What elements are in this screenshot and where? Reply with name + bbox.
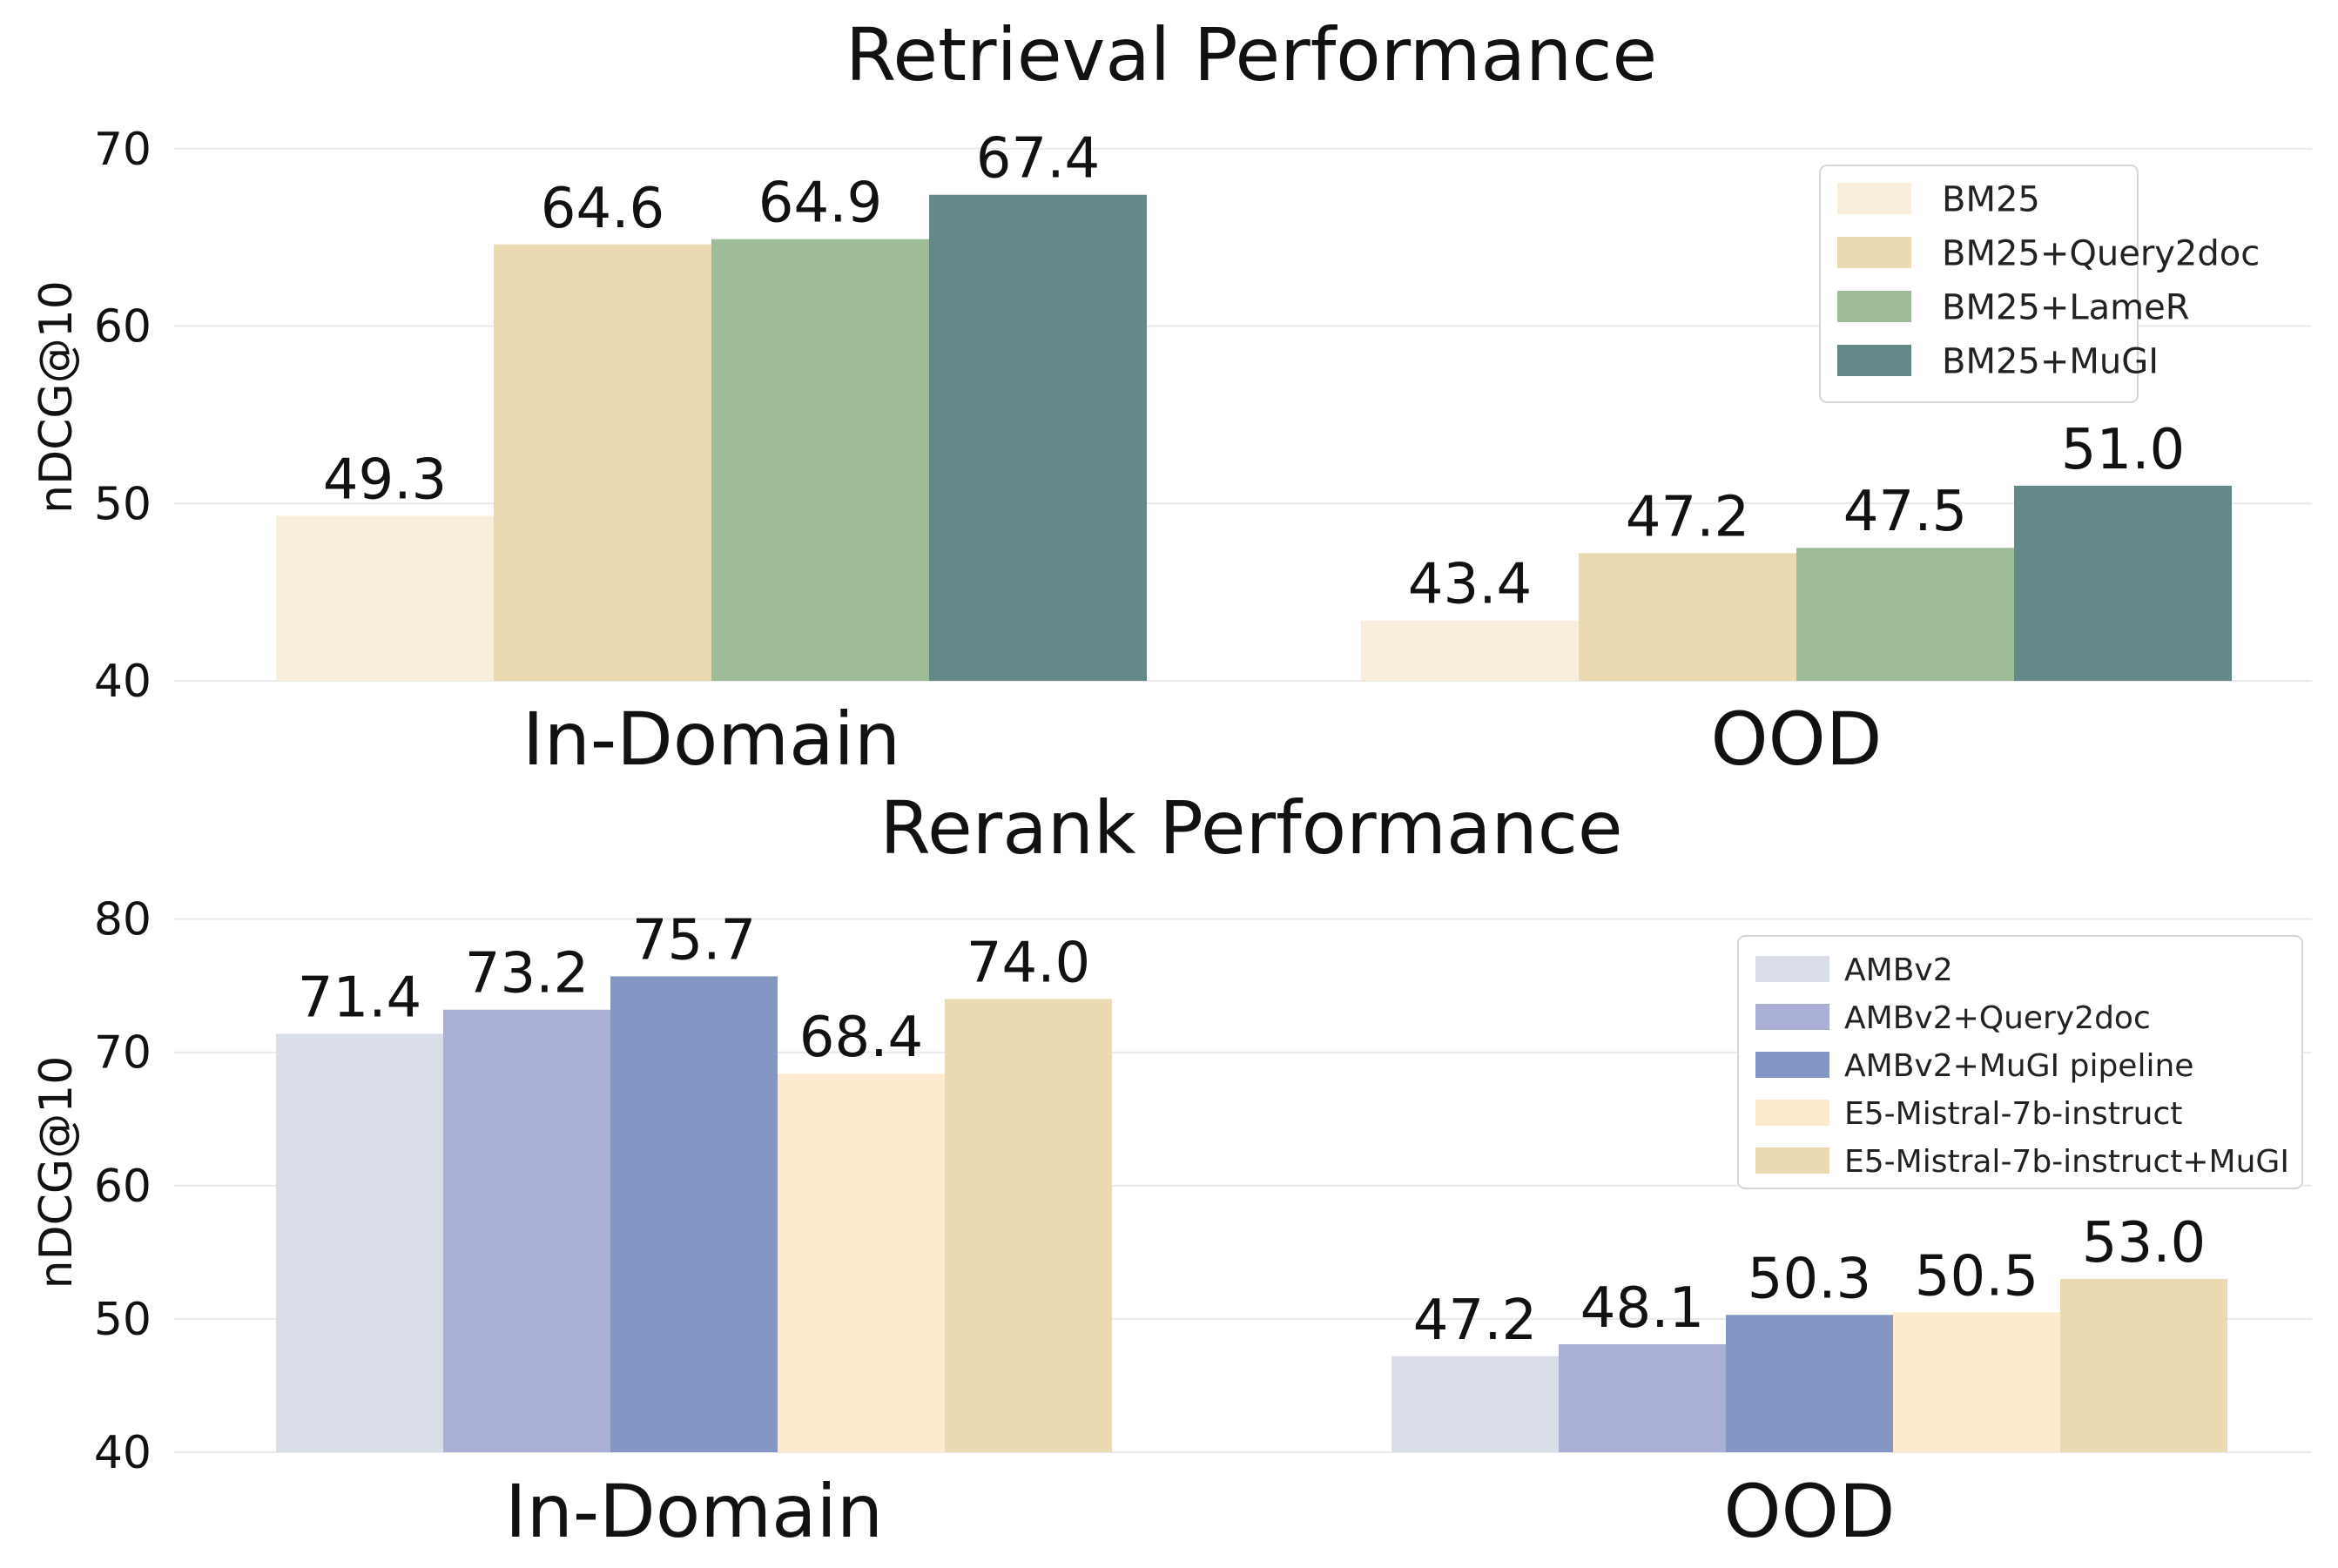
bar bbox=[2014, 485, 2232, 681]
bar bbox=[945, 999, 1112, 1452]
legend-label: AMBv2+MuGI pipeline bbox=[1844, 1048, 2193, 1084]
legend-label: BM25+MuGI bbox=[1942, 341, 2159, 381]
data-label: 50.5 bbox=[1915, 1244, 2039, 1309]
category-label: In-Domain bbox=[522, 697, 900, 782]
legend-swatch bbox=[1755, 1052, 1829, 1078]
data-label: 71.4 bbox=[298, 966, 422, 1030]
y-tick-label: 50 bbox=[94, 1294, 152, 1346]
y-tick-label: 40 bbox=[94, 656, 152, 708]
category-label: In-Domain bbox=[505, 1469, 883, 1554]
bar bbox=[778, 1073, 945, 1452]
data-label: 47.2 bbox=[1413, 1289, 1538, 1353]
legend-swatch bbox=[1837, 237, 1911, 268]
legend-swatch bbox=[1755, 1147, 1829, 1174]
bar bbox=[494, 244, 711, 681]
data-label: 53.0 bbox=[2082, 1211, 2207, 1275]
bar bbox=[1796, 548, 2014, 681]
chart-panel-1: 40 50 60 70 49.3 43.4 64.6 47.2 64.9 47.5 67.4 51.0… bbox=[30, 12, 2312, 782]
legend-swatch bbox=[1755, 1004, 1829, 1030]
bar bbox=[1579, 553, 1796, 681]
data-label: 47.5 bbox=[1843, 480, 1968, 544]
data-label: 50.3 bbox=[1748, 1247, 1872, 1311]
bar bbox=[276, 515, 494, 681]
y-tick-label: 50 bbox=[94, 478, 152, 530]
bar bbox=[929, 194, 1147, 682]
chart-title: Rerank Performance bbox=[879, 785, 1622, 871]
data-label: 73.2 bbox=[465, 942, 590, 1006]
bar bbox=[610, 976, 778, 1452]
y-tick-label: 70 bbox=[94, 124, 152, 176]
legend-swatch bbox=[1755, 1100, 1829, 1126]
category-label: OOD bbox=[1711, 697, 1883, 782]
chart-title: Retrieval Performance bbox=[846, 12, 1657, 98]
data-label: 49.3 bbox=[323, 448, 448, 513]
data-label: 64.6 bbox=[541, 177, 665, 241]
y-tick-label: 60 bbox=[94, 1161, 152, 1213]
y-tick-label: 80 bbox=[94, 894, 152, 946]
legend-label: AMBv2 bbox=[1844, 952, 1953, 988]
legend-swatch bbox=[1837, 291, 1911, 322]
data-label: 47.2 bbox=[1626, 485, 1750, 549]
bar bbox=[443, 1009, 610, 1452]
data-label: 48.1 bbox=[1580, 1276, 1705, 1341]
bar bbox=[1559, 1343, 1726, 1452]
legend-label: AMBv2+Query2doc bbox=[1844, 1000, 2151, 1036]
legend-swatch bbox=[1755, 956, 1829, 982]
data-label: 51.0 bbox=[2061, 418, 2186, 482]
bar bbox=[1391, 1356, 1559, 1452]
bar bbox=[1361, 620, 1579, 681]
bar bbox=[276, 1033, 443, 1452]
data-label: 67.4 bbox=[976, 127, 1101, 192]
legend-box bbox=[1737, 935, 2303, 1189]
legend-box bbox=[1819, 165, 2139, 403]
bar bbox=[2060, 1278, 2227, 1452]
y-tick-label: 40 bbox=[94, 1427, 152, 1479]
bar bbox=[1726, 1315, 1893, 1452]
legend-label: BM25+Query2doc bbox=[1942, 233, 2260, 273]
chart-panel-2: 40 50 60 70 80 71.4 47.2 73.2 48.1 75.7 50.3 68.4 50… bbox=[30, 785, 2312, 1554]
bar bbox=[1893, 1312, 2060, 1452]
legend-label: BM25 bbox=[1942, 179, 2040, 219]
legend-label: E5-Mistral-7b-instruct+MuGI bbox=[1844, 1144, 2289, 1180]
data-label: 74.0 bbox=[967, 931, 1091, 995]
y-axis-label: nDCG@10 bbox=[30, 1056, 83, 1289]
category-label: OOD bbox=[1724, 1469, 1896, 1554]
y-tick-label: 70 bbox=[94, 1027, 152, 1080]
data-label: 68.4 bbox=[799, 1006, 924, 1070]
bar bbox=[711, 239, 929, 681]
legend-label: BM25+LameR bbox=[1942, 287, 2190, 327]
legend-label: E5-Mistral-7b-instruct bbox=[1844, 1096, 2182, 1132]
y-tick-label: 60 bbox=[94, 301, 152, 353]
legend: AMBv2 AMBv2+Query2doc AMBv2+MuGI pipeline E… bbox=[1737, 935, 2303, 1189]
legend-swatch bbox=[1837, 183, 1911, 214]
data-label: 75.7 bbox=[632, 908, 757, 972]
data-label: 43.4 bbox=[1408, 553, 1533, 617]
legend-swatch bbox=[1837, 345, 1911, 376]
y-axis-label: nDCG@10 bbox=[30, 280, 83, 514]
data-label: 64.9 bbox=[758, 172, 883, 236]
legend: BM25 BM25+Query2doc BM25+LameR BM25+MuGI bbox=[1819, 165, 2260, 403]
